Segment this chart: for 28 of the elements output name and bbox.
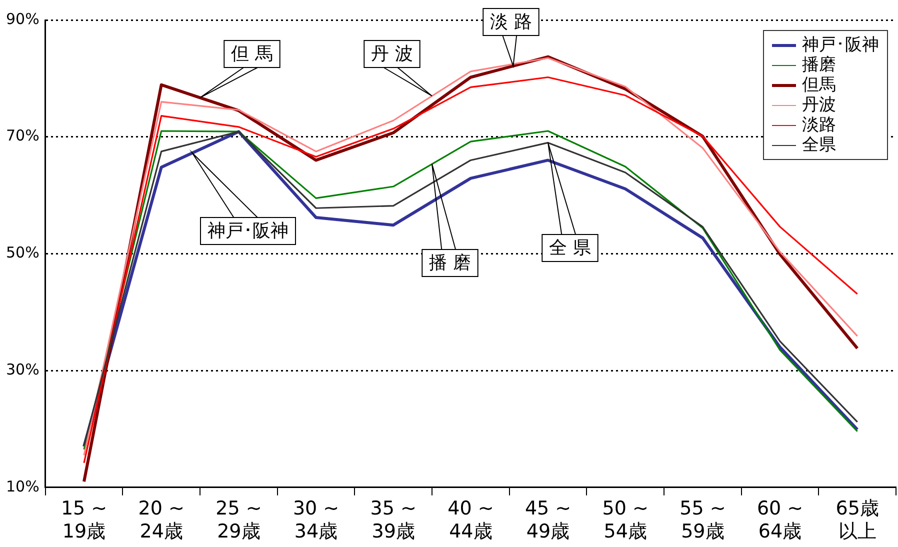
x-tick-label: 30 ~ 34歳 xyxy=(292,498,340,543)
annotation: 神戸･阪神 xyxy=(208,220,288,242)
annotation: 播 磨 xyxy=(429,252,471,274)
annotation: 但 馬 xyxy=(231,44,273,65)
x-tick-label: 35 ~ 39歳 xyxy=(370,498,416,543)
y-tick-label: 10% xyxy=(6,477,40,496)
legend-label: 但馬 xyxy=(802,75,836,95)
legend-label: 播磨 xyxy=(802,55,836,75)
legend-label: 神戸･阪神 xyxy=(802,35,879,55)
x-tick-label: 60 ~ 64歳 xyxy=(756,498,804,543)
x-tick-label: 50 ~ 54歳 xyxy=(602,498,648,543)
x-tick-label: 25 ~ 29歳 xyxy=(216,498,262,543)
legend-label: 全県 xyxy=(802,135,836,155)
x-tick-label: 55 ~ 59歳 xyxy=(680,498,726,543)
x-tick-label: 65歳以上 xyxy=(836,498,879,543)
x-tick-label: 20 ~ 24歳 xyxy=(138,498,184,543)
annotation: 淡 路 xyxy=(490,12,532,33)
legend-label: 淡路 xyxy=(802,115,836,135)
legend-label: 丹波 xyxy=(802,95,836,115)
x-tick-label: 40 ~ 44歳 xyxy=(448,498,494,543)
y-tick-label: 30% xyxy=(6,360,40,378)
y-tick-label: 50% xyxy=(6,244,40,262)
x-tick-label: 15 ~ 19歳 xyxy=(60,498,108,543)
annotation: 全 県 xyxy=(549,238,591,259)
y-tick-label: 90% xyxy=(6,10,40,28)
x-tick-label: 45 ~ 49歳 xyxy=(524,498,572,543)
y-tick-label: 70% xyxy=(6,126,40,145)
annotation: 丹 波 xyxy=(371,44,413,65)
